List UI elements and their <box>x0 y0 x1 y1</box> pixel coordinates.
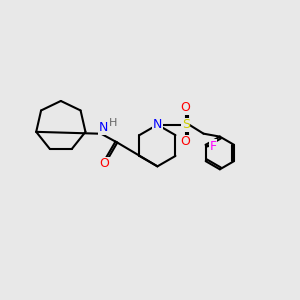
Text: O: O <box>100 158 110 170</box>
Text: S: S <box>182 118 190 131</box>
Text: H: H <box>109 118 117 128</box>
Text: O: O <box>181 101 190 114</box>
Text: F: F <box>210 140 217 153</box>
Text: O: O <box>181 135 190 148</box>
Text: N: N <box>99 121 108 134</box>
Text: N: N <box>153 118 162 130</box>
